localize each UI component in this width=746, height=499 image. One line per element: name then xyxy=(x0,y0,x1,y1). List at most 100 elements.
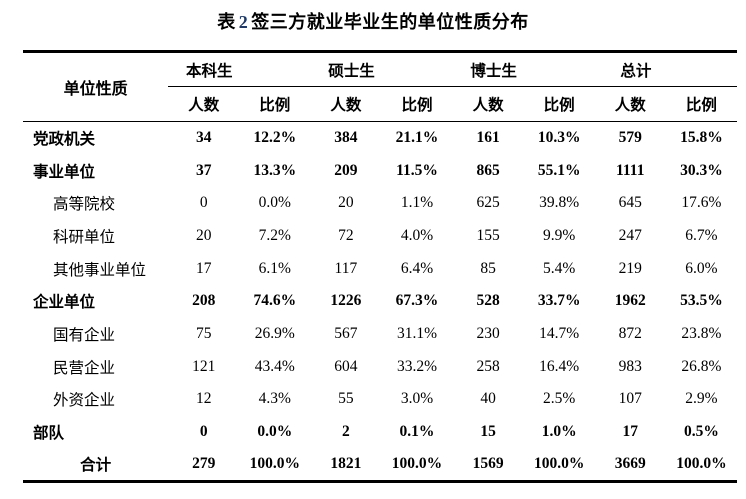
cell-value: 6.4% xyxy=(400,259,434,277)
row-label: 企业单位 xyxy=(33,294,96,312)
sub-header-ratio: 比例 xyxy=(381,86,453,122)
cell-value: 0.0% xyxy=(257,423,293,441)
table-body: 党政机关 34 12.2% 384 21.1% 161 10.3% 579 15… xyxy=(23,122,737,482)
cell-value: 1569 xyxy=(472,454,504,472)
sub-header-row: 人数 比例 人数 比例 人数 比例 人数 比例 xyxy=(23,86,737,122)
group-header-label: 本科生 xyxy=(186,62,233,80)
cell-value: 1226 xyxy=(330,292,362,310)
cell-value: 1821 xyxy=(330,454,362,472)
cell-value: 31.1% xyxy=(396,324,437,342)
cell-value: 567 xyxy=(334,324,358,342)
cell-value: 230 xyxy=(476,324,500,342)
group-header-row: 单位性质 本科生 硕士生 博士生 总计 xyxy=(23,51,737,122)
table-row: 民营企业 121 43.4% 604 33.2% 258 16.4% 983 2… xyxy=(23,350,737,383)
cell-value: 74.6% xyxy=(253,292,297,310)
cell-value: 384 xyxy=(334,129,358,147)
group-header-doctor: 博士生 xyxy=(452,51,595,87)
cell-value: 100.0% xyxy=(676,454,727,472)
cell-value: 72 xyxy=(338,226,354,244)
cell-value: 219 xyxy=(618,259,642,277)
cell-value: 528 xyxy=(476,292,500,310)
cell-value: 1962 xyxy=(614,292,646,310)
cell-value: 37 xyxy=(195,161,212,179)
table-row: 企业单位 208 74.6% 1226 67.3% 528 33.7% 1962… xyxy=(23,285,737,318)
table-row: 合计 279 100.0% 1821 100.0% 1569 100.0% 36… xyxy=(23,448,737,481)
cell-value: 23.8% xyxy=(681,324,722,342)
table-row: 部队 0 0.0% 2 0.1% 15 1.0% 17 0.5% xyxy=(23,416,737,449)
cell-value: 100.0% xyxy=(533,454,585,472)
cell-value: 161 xyxy=(476,129,500,147)
cell-value: 34 xyxy=(195,129,212,147)
cell-value: 4.0% xyxy=(400,226,434,244)
row-label: 合计 xyxy=(80,456,112,474)
cell-value: 20 xyxy=(195,226,212,244)
cell-value: 30.3% xyxy=(680,161,723,179)
cell-value: 6.7% xyxy=(685,226,718,244)
group-header-label: 博士生 xyxy=(470,62,517,80)
row-label: 外资企业 xyxy=(53,392,116,410)
cell-value: 865 xyxy=(476,161,500,179)
cell-value: 100.0% xyxy=(391,454,443,472)
cell-value: 33.2% xyxy=(396,357,437,375)
cell-value: 43.4% xyxy=(254,357,295,375)
row-label: 部队 xyxy=(33,425,65,443)
cell-value: 16.4% xyxy=(539,357,580,375)
cell-value: 7.2% xyxy=(258,226,291,244)
sub-header-count: 人数 xyxy=(594,86,666,122)
sub-header-ratio: 比例 xyxy=(239,86,311,122)
cell-value: 4.3% xyxy=(258,390,291,408)
cell-value: 121 xyxy=(192,357,216,375)
row-label: 事业单位 xyxy=(33,163,96,181)
cell-value: 3669 xyxy=(614,454,646,472)
cell-value: 14.7% xyxy=(539,324,580,342)
cell-value: 53.5% xyxy=(680,292,723,310)
cell-value: 12 xyxy=(195,390,212,408)
sub-header-count: 人数 xyxy=(310,86,382,122)
row-label: 高等院校 xyxy=(53,196,116,214)
cell-value: 625 xyxy=(476,194,500,212)
cell-value: 6.0% xyxy=(685,259,718,277)
caption-table-number: 2 xyxy=(238,12,249,32)
cell-value: 17 xyxy=(195,259,212,277)
sub-header-count: 人数 xyxy=(452,86,524,122)
group-header-label: 硕士生 xyxy=(328,62,375,80)
column-header-unit-type: 单位性质 xyxy=(23,51,169,122)
cell-value: 2 xyxy=(342,423,350,441)
cell-value: 645 xyxy=(618,194,642,212)
cell-value: 3.0% xyxy=(400,390,434,408)
cell-value: 40 xyxy=(480,390,496,408)
table-row: 高等院校 0 0.0% 20 1.1% 625 39.8% 645 17.6% xyxy=(23,187,737,220)
cell-value: 208 xyxy=(192,292,216,310)
cell-value: 579 xyxy=(618,129,642,147)
table-caption: 表 2 签三方就业毕业生的单位性质分布 xyxy=(0,8,746,34)
cell-value: 258 xyxy=(476,357,500,375)
row-label: 民营企业 xyxy=(53,359,116,377)
cell-value: 15 xyxy=(480,423,496,441)
cell-value: 279 xyxy=(192,454,216,472)
group-header-master: 硕士生 xyxy=(310,51,453,87)
cell-value: 1.0% xyxy=(541,423,577,441)
cell-value: 2.9% xyxy=(685,390,718,408)
table-row: 党政机关 34 12.2% 384 21.1% 161 10.3% 579 15… xyxy=(23,122,737,155)
table-header: 单位性质 本科生 硕士生 博士生 总计 人数 比例 人数 比例 人数 比例 人数… xyxy=(23,51,737,122)
cell-value: 6.1% xyxy=(258,259,291,277)
cell-value: 85 xyxy=(480,259,496,277)
table-row: 外资企业 12 4.3% 55 3.0% 40 2.5% 107 2.9% xyxy=(23,383,737,416)
group-header-undergraduate: 本科生 xyxy=(168,51,311,87)
table-row: 国有企业 75 26.9% 567 31.1% 230 14.7% 872 23… xyxy=(23,318,737,351)
row-label: 其他事业单位 xyxy=(53,261,147,279)
cell-value: 0.5% xyxy=(683,423,719,441)
cell-value: 247 xyxy=(618,226,642,244)
row-label: 党政机关 xyxy=(33,131,96,149)
cell-value: 39.8% xyxy=(539,194,580,212)
cell-value: 0.0% xyxy=(258,194,291,212)
cell-value: 155 xyxy=(476,226,500,244)
cell-value: 209 xyxy=(334,161,358,179)
cell-value: 0 xyxy=(199,194,208,212)
cell-value: 33.7% xyxy=(537,292,581,310)
table-row: 其他事业单位 17 6.1% 117 6.4% 85 5.4% 219 6.0% xyxy=(23,252,737,285)
cell-value: 17 xyxy=(622,423,638,441)
sub-header-count: 人数 xyxy=(168,86,240,122)
cell-value: 11.5% xyxy=(396,161,438,179)
